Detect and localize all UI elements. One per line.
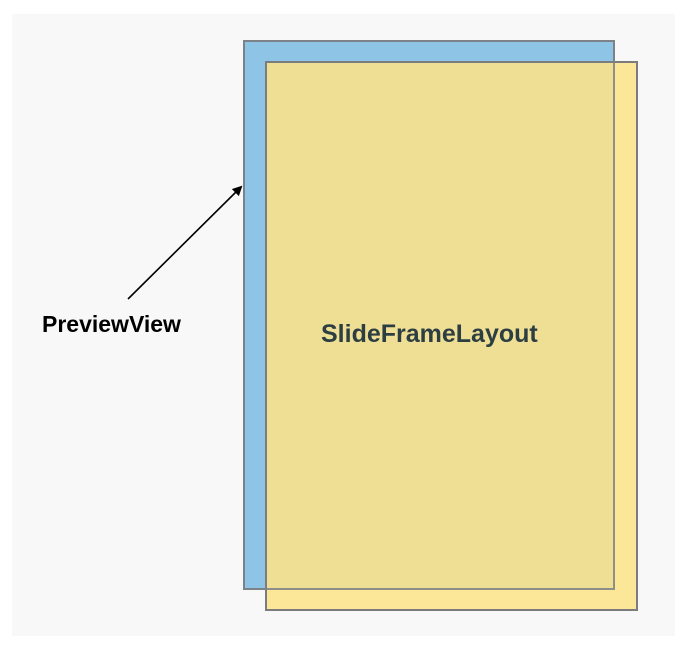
preview-view-label: PreviewView: [42, 311, 181, 338]
slide-frame-layout-label: SlideFrameLayout: [321, 320, 538, 349]
